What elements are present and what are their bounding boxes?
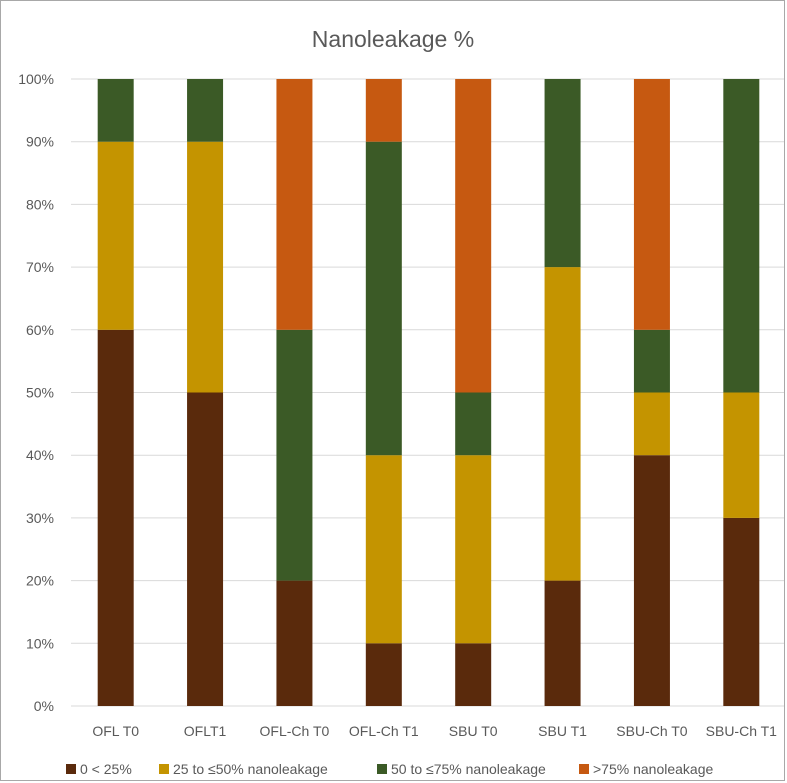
y-tick-label: 100% xyxy=(18,71,54,87)
bar-segment xyxy=(633,455,670,706)
bar-segment xyxy=(97,141,134,330)
x-axis-category-labels: OFL T0 OFLT1 OFL-Ch T0 OFL-Ch T1 SBU T0 SBU T… xyxy=(92,723,777,739)
bar-segment xyxy=(365,79,402,142)
bar-segment xyxy=(455,79,492,393)
y-tick-label: 80% xyxy=(26,196,54,212)
x-category-label: OFL-Ch T0 xyxy=(260,723,330,739)
bar-segment xyxy=(455,392,492,456)
x-category-label: OFL-Ch T1 xyxy=(349,723,419,739)
bar-segment xyxy=(365,141,402,456)
bar-segment xyxy=(723,517,760,706)
bar-segment xyxy=(455,643,492,706)
bar-segment xyxy=(365,455,402,644)
x-category-label: SBU T0 xyxy=(449,723,498,739)
bar-segment xyxy=(544,580,581,706)
bar-segment xyxy=(544,267,581,581)
legend-swatch xyxy=(579,764,589,774)
bars xyxy=(97,79,760,706)
bar-segment xyxy=(97,79,134,142)
bar-segment xyxy=(276,580,313,706)
y-tick-label: 30% xyxy=(26,510,54,526)
chart-title: Nanoleakage % xyxy=(312,26,474,52)
legend-label: 25 to ≤50% nanoleakage xyxy=(173,761,328,777)
y-tick-label: 60% xyxy=(26,322,54,338)
legend-label: >75% nanoleakage xyxy=(593,761,713,777)
y-tick-label: 50% xyxy=(26,385,54,401)
y-tick-label: 90% xyxy=(26,134,54,150)
y-axis-tick-labels: 0% 10% 20% 30% 40% 50% 60% 70% 80% 90% 100% xyxy=(18,71,54,714)
bar-segment xyxy=(276,79,313,330)
bar-segment xyxy=(276,329,313,581)
bar-segment xyxy=(365,643,402,706)
bar-segment xyxy=(97,329,134,706)
legend-swatch xyxy=(66,764,76,774)
x-category-label: SBU-Ch T1 xyxy=(706,723,778,739)
legend-label: 50 to ≤75% nanoleakage xyxy=(391,761,546,777)
y-tick-label: 10% xyxy=(26,635,54,651)
x-category-label: SBU-Ch T0 xyxy=(616,723,688,739)
legend: 0 < 25% 25 to ≤50% nanoleakage 50 to ≤75% … xyxy=(66,761,713,777)
legend-label: 0 < 25% xyxy=(80,761,132,777)
bar-segment xyxy=(187,141,224,393)
bar-segment xyxy=(723,392,760,518)
legend-swatch xyxy=(377,764,387,774)
y-tick-label: 20% xyxy=(26,573,54,589)
bar-segment xyxy=(187,79,224,142)
bar-segment xyxy=(187,392,224,706)
x-category-label: SBU T1 xyxy=(538,723,587,739)
x-category-label: OFLT1 xyxy=(184,723,227,739)
legend-swatch xyxy=(159,764,169,774)
y-tick-label: 40% xyxy=(26,447,54,463)
y-tick-label: 70% xyxy=(26,259,54,275)
bar-segment xyxy=(633,392,670,456)
x-category-label: OFL T0 xyxy=(92,723,139,739)
bar-segment xyxy=(544,79,581,268)
bar-segment xyxy=(633,329,670,393)
bar-segment xyxy=(455,455,492,644)
y-tick-label: 0% xyxy=(34,698,54,714)
gridlines xyxy=(71,78,784,707)
bar-segment xyxy=(723,79,760,393)
bar-segment xyxy=(633,79,670,330)
